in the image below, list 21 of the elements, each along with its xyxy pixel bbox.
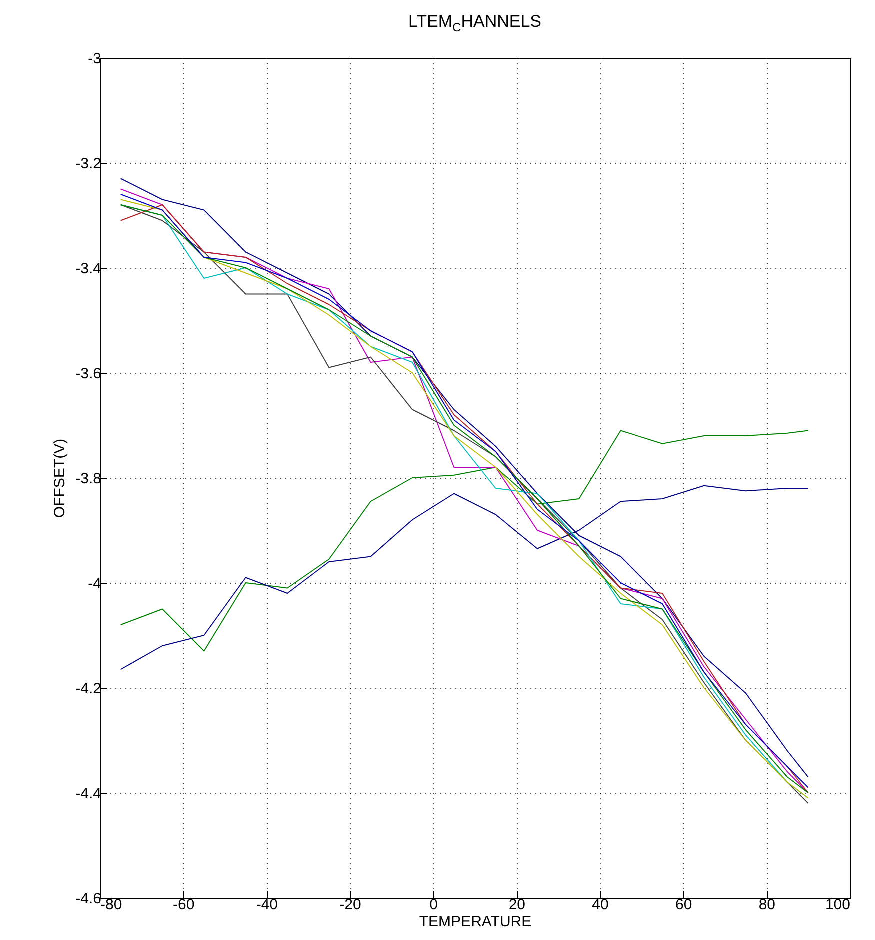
y-tick-label: -3.6 [76, 366, 102, 382]
x-tick-label: 0 [430, 896, 438, 914]
y-tick-label: -4.2 [76, 680, 102, 698]
y-axis-title: OFFSET(V) [52, 438, 69, 518]
y-tick-label: -4.6 [76, 890, 102, 908]
x-tick-label: 20 [508, 896, 526, 914]
chart-title: LTEM$_{C}$HANNELS [407, 12, 543, 34]
x-tick-label: 100 [825, 896, 850, 914]
x-tick-label: 80 [758, 896, 776, 914]
x-tick-label: -40 [256, 896, 278, 914]
y-tick-label: -3.2 [76, 156, 102, 172]
x-tick-label: 60 [675, 896, 692, 914]
y-tick-label: -4.4 [76, 786, 102, 802]
x-tick-label: -80 [100, 896, 122, 914]
x-tick-label: -20 [340, 896, 362, 914]
x-tick-label: 40 [592, 896, 609, 914]
y-tick-label: -4 [88, 576, 102, 592]
y-tick-label: -3.4 [76, 260, 102, 278]
x-tick-label: -60 [172, 896, 195, 914]
x-axis-title: TEMPERATURE [419, 914, 532, 930]
y-tick-label: -3.8 [76, 470, 102, 488]
